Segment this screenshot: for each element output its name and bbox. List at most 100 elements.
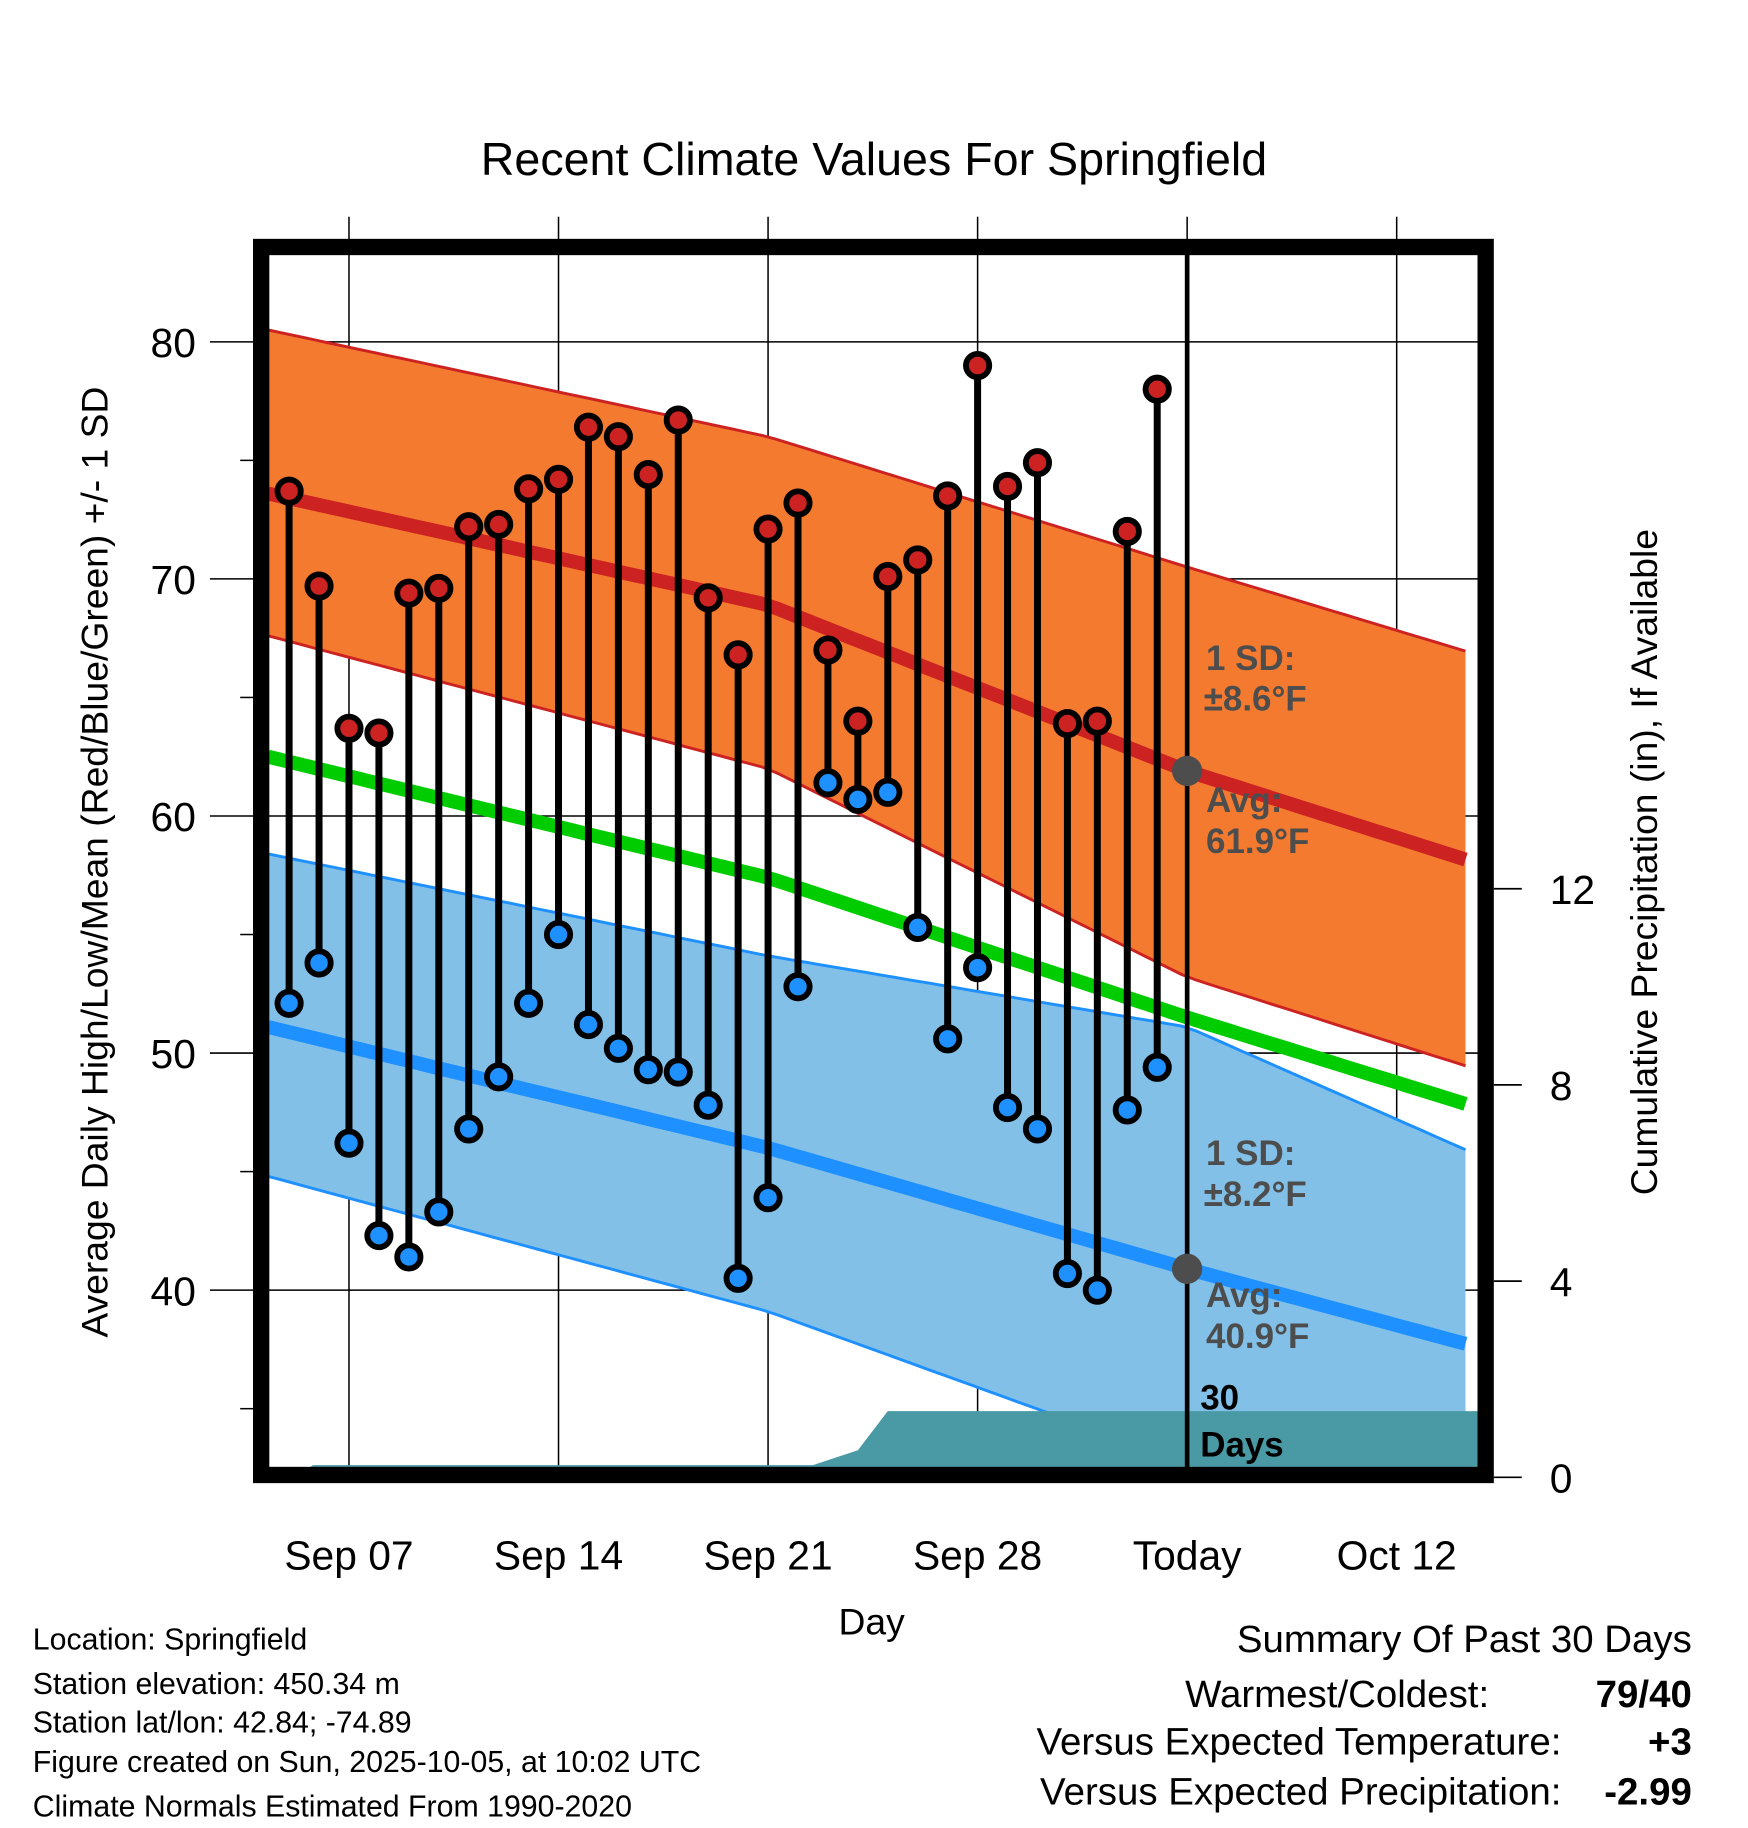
daily-low-point	[424, 1197, 454, 1227]
daily-high-point	[484, 509, 514, 539]
daily-low-point	[1052, 1258, 1082, 1289]
daily-low-point	[543, 919, 574, 950]
x-tick-label: Sep 07	[284, 1532, 413, 1578]
temp-anomaly-value: +3	[1648, 1721, 1692, 1764]
daily-low-point	[1082, 1275, 1112, 1305]
daily-high-point	[1142, 374, 1172, 404]
y-tick-label: 50	[151, 1031, 196, 1077]
low-avg-value: 40.9°F	[1206, 1317, 1309, 1356]
y-axis-label: Average Daily High/Low/Mean (Red/Blue/Gr…	[73, 387, 115, 1338]
daily-low-point	[903, 912, 933, 942]
daily-high-point	[304, 571, 334, 601]
daily-high-point	[274, 476, 304, 506]
high-avg-label: Avg:	[1206, 781, 1282, 820]
daily-high-point	[633, 460, 663, 490]
y2-tick-label: 8	[1550, 1063, 1573, 1109]
daily-low-point	[723, 1263, 753, 1293]
daily-high-point	[903, 545, 933, 575]
warm-cold-label: Warmest/Coldest:	[1185, 1673, 1489, 1716]
x-tick-label: Sep 28	[913, 1532, 1042, 1578]
daily-low-point	[454, 1114, 484, 1144]
period-number: 30	[1200, 1379, 1239, 1418]
low-sd-value: ±8.2°F	[1204, 1175, 1307, 1214]
today-low-avg-dot	[1171, 1253, 1203, 1284]
daily-low-point	[963, 953, 993, 983]
y-tick-label: 60	[151, 794, 196, 840]
daily-high-point	[933, 481, 963, 511]
daily-low-point	[334, 1128, 364, 1158]
precip-anomaly-value: -2.99	[1604, 1771, 1692, 1814]
high-sd-value: ±8.6°F	[1204, 680, 1307, 719]
x-tick-label: Oct 12	[1337, 1532, 1457, 1578]
daily-low-point	[364, 1221, 394, 1251]
daily-low-point	[992, 1093, 1023, 1123]
daily-high-point	[573, 412, 604, 442]
normals-text: Climate Normals Estimated From 1990-2020	[33, 1790, 632, 1823]
summary-title: Summary Of Past 30 Days	[1237, 1618, 1692, 1661]
low-sd-band	[268, 853, 1466, 1471]
y2-tick-label: 0	[1550, 1455, 1573, 1501]
daily-low-point	[633, 1055, 663, 1085]
daily-low-point	[1022, 1114, 1053, 1144]
daily-high-point	[663, 405, 693, 435]
x-tick-label: Sep 14	[494, 1532, 623, 1578]
y2-tick-label: 12	[1550, 867, 1595, 913]
daily-high-point	[1082, 706, 1112, 736]
daily-low-point	[693, 1090, 723, 1120]
daily-low-point	[514, 988, 544, 1018]
x-axis-label: Day	[839, 1601, 906, 1643]
created-text: Figure created on Sun, 2025-10-05, at 10…	[33, 1746, 701, 1779]
high-avg-value: 61.9°F	[1206, 822, 1309, 861]
daily-high-point	[992, 471, 1023, 502]
daily-high-point	[603, 422, 633, 452]
low-avg-label: Avg:	[1206, 1276, 1282, 1315]
x-tick-label: Sep 21	[703, 1532, 832, 1578]
daily-high-point	[783, 488, 813, 518]
daily-low-point	[663, 1057, 693, 1087]
daily-high-point	[334, 713, 364, 743]
location-text: Location: Springfield	[33, 1624, 307, 1657]
daily-low-point	[304, 948, 334, 978]
daily-high-point	[514, 474, 544, 504]
daily-high-point	[543, 464, 574, 494]
daily-low-point	[753, 1183, 783, 1213]
temp-anomaly-label: Versus Expected Temperature:	[1036, 1721, 1561, 1764]
annotations: 1 SD: ±8.6°F Avg: 61.9°F 1 SD: ±8.2°F Av…	[1200, 639, 1309, 1464]
y-tick-label: 80	[151, 320, 196, 366]
low-lower-line	[268, 1174, 1226, 1471]
daily-low-point	[933, 1024, 963, 1054]
daily-high-point	[364, 718, 394, 748]
chart-title: Recent Climate Values For Springfield	[481, 133, 1267, 185]
daily-high-point	[1022, 448, 1053, 478]
daily-low-point	[394, 1242, 424, 1272]
station-info: Location: Springfield Station elevation:…	[33, 1624, 701, 1824]
daily-high-point	[843, 706, 873, 736]
plot-area	[268, 328, 1478, 1471]
daily-high-point	[454, 512, 484, 542]
daily-high-point	[394, 578, 424, 608]
elevation-text: Station elevation: 450.34 m	[33, 1668, 400, 1701]
y2-axis-label: Cumulative Precipitation (in), If Availa…	[1623, 529, 1665, 1195]
precip-area	[305, 1411, 1478, 1471]
axis-ticks: Sep 07 Sep 14 Sep 21 Sep 28 Today Oct 1280706…	[151, 320, 1596, 1578]
y-tick-label: 40	[151, 1268, 196, 1314]
daily-low-point	[1142, 1052, 1172, 1082]
daily-high-point	[1052, 708, 1082, 739]
low-sd-label: 1 SD:	[1206, 1134, 1295, 1173]
daily-low-point	[1112, 1095, 1142, 1125]
precip-anomaly-label: Versus Expected Precipitation:	[1040, 1771, 1561, 1814]
high-upper-line	[268, 328, 1466, 653]
high-sd-band	[268, 329, 1466, 1066]
daily-low-point	[603, 1033, 633, 1063]
daily-low-point	[873, 777, 903, 807]
x-tick-label: Today	[1133, 1532, 1242, 1578]
daily-high-point	[723, 640, 753, 670]
daily-low-point	[573, 1010, 604, 1040]
summary-panel: Summary Of Past 30 Days Warmest/Coldest:…	[1036, 1618, 1691, 1814]
daily-high-point	[693, 583, 723, 613]
latlon-text: Station lat/lon: 42.84; -74.89	[33, 1706, 412, 1739]
today-high-avg-dot	[1171, 755, 1203, 787]
y-tick-label: 70	[151, 557, 196, 603]
daily-marks	[274, 246, 1203, 1471]
